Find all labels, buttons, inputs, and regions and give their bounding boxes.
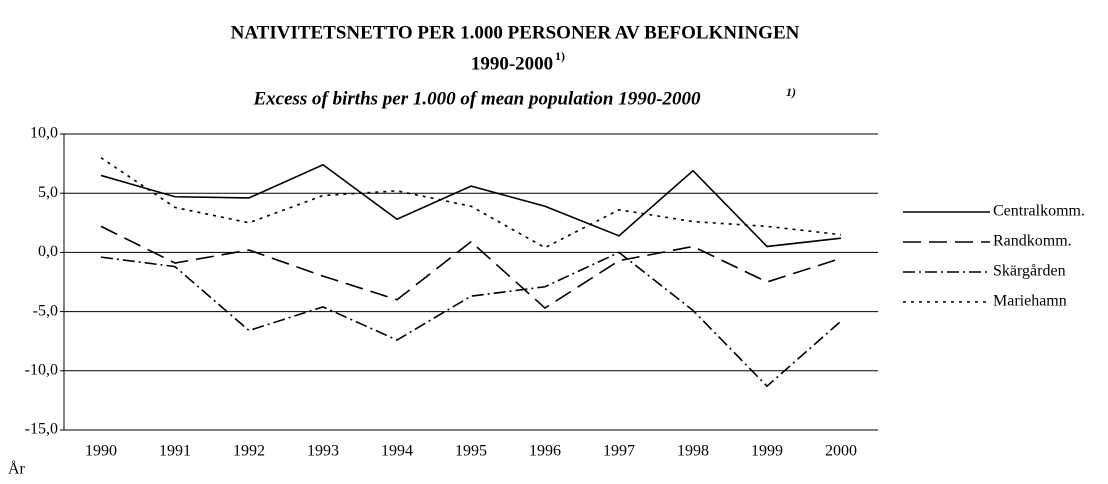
x-tick-label: 1996 (529, 443, 561, 460)
y-tick-label: 5,0 (38, 184, 58, 201)
x-tick-label: 1995 (455, 443, 487, 460)
x-tick-label: 1992 (233, 443, 265, 460)
x-tick-label: 1991 (159, 443, 191, 460)
series-line (100, 251, 842, 388)
series-line (100, 163, 842, 248)
y-tick-label: -10,0 (25, 361, 58, 378)
x-tick-label: 1990 (85, 443, 117, 460)
x-tick-label: 1997 (603, 443, 635, 460)
x-tick-label: 2000 (825, 443, 857, 460)
y-tick-label: 10,0 (30, 125, 58, 142)
chart-title: NATIVITETSNETTO PER 1.000 PERSONER AV BE… (231, 22, 800, 43)
legend-label: Centralkomm. (993, 203, 1085, 220)
x-axis-label: År (8, 460, 26, 478)
y-tick-label: 0,0 (38, 243, 58, 260)
x-tick-label: 1993 (307, 443, 339, 460)
x-tick-label: 1999 (751, 443, 783, 460)
series-line (100, 157, 842, 249)
x-tick-label: 1998 (677, 443, 709, 460)
y-tick-label: -15,0 (25, 421, 58, 438)
y-tick-label: -5,0 (33, 302, 58, 319)
legend-label: Skärgården (993, 263, 1066, 280)
title-note: 1) (555, 49, 565, 63)
x-tick-label: 1994 (381, 443, 413, 460)
chart-title: 1990-2000 (471, 53, 553, 74)
legend-label: Randkomm. (993, 233, 1072, 250)
chart-subtitle: Excess of births per 1.000 of mean popul… (252, 88, 701, 109)
subtitle-note: 1) (786, 85, 796, 99)
legend-label: Mariehamn (993, 293, 1067, 310)
series-line (100, 225, 842, 310)
